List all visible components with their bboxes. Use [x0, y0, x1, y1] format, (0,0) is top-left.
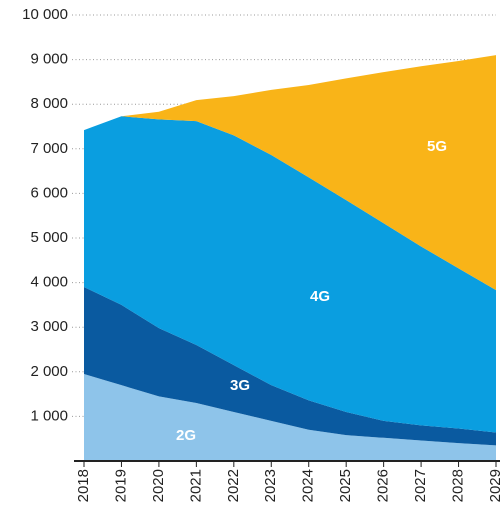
area-label: 4G — [310, 288, 330, 305]
y-tick-label: 6 000 — [30, 184, 68, 201]
x-tick-label: 2019 — [112, 469, 129, 502]
x-tick-label: 2021 — [187, 469, 204, 502]
x-tick-label: 2025 — [337, 469, 354, 502]
x-tick-label: 2026 — [375, 469, 392, 502]
y-tick-label: 9 000 — [30, 51, 68, 68]
x-tick-label: 2023 — [262, 469, 279, 502]
x-tick-label: 2022 — [225, 469, 242, 502]
x-tick-label: 2024 — [300, 469, 317, 502]
area-label: 2G — [176, 427, 196, 444]
area — [84, 116, 496, 433]
x-tick-label: 2018 — [75, 469, 92, 502]
y-tick-label: 8 000 — [30, 95, 68, 112]
y-tick-label: 1 000 — [30, 407, 68, 424]
area-label: 5G — [427, 138, 447, 155]
y-tick-label: 10 000 — [22, 6, 68, 23]
area — [84, 55, 496, 291]
area — [84, 287, 496, 446]
y-tick-label: 4 000 — [30, 274, 68, 291]
x-tick-label: 2020 — [150, 469, 167, 502]
area-label: 3G — [230, 377, 250, 394]
area — [84, 374, 496, 461]
x-tick-label: 2028 — [450, 469, 467, 502]
x-tick-label: 2027 — [412, 469, 429, 502]
y-tick-label: 2 000 — [30, 363, 68, 380]
x-tick-label: 2029 — [487, 469, 504, 502]
y-tick-label: 7 000 — [30, 140, 68, 157]
y-tick-label: 3 000 — [30, 318, 68, 335]
y-tick-label: 5 000 — [30, 229, 68, 246]
